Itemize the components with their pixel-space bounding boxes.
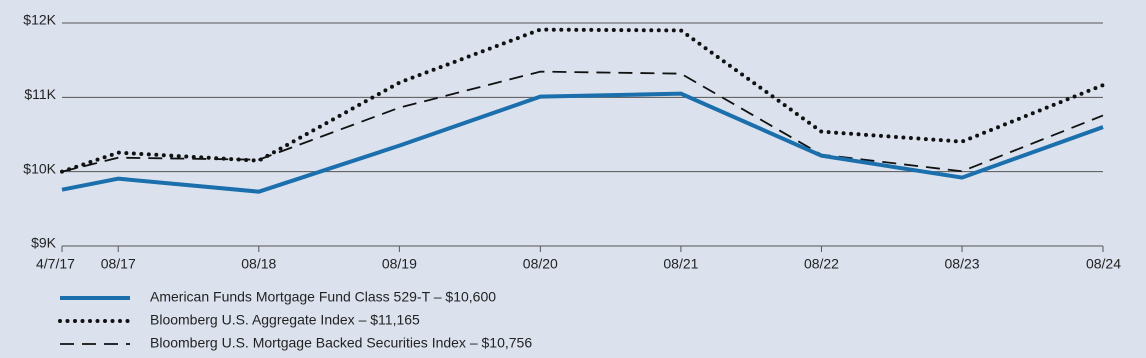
x-tick-label: 08/21: [663, 256, 698, 272]
x-tick-label: 08/24: [1086, 256, 1121, 272]
x-tick-label: 08/23: [945, 256, 980, 272]
legend-label: Bloomberg U.S. Mortgage Backed Securitie…: [150, 335, 532, 351]
x-tick-label: 08/22: [804, 256, 839, 272]
series-line: [61, 91, 1104, 194]
legend-label: American Funds Mortgage Fund Class 529-T…: [150, 289, 496, 305]
y-tick-label: $11K: [24, 86, 56, 102]
x-tick-label: 08/20: [523, 256, 558, 272]
x-tick-label: 08/19: [382, 256, 417, 272]
y-tick-label: $12K: [23, 12, 56, 28]
series-line: [60, 27, 1105, 174]
x-tick-label: 08/18: [241, 256, 276, 272]
y-tick-label: $10K: [23, 160, 56, 176]
legend-label: Bloomberg U.S. Aggregate Index – $11,165: [150, 312, 420, 328]
x-tick-label: 08/17: [101, 256, 136, 272]
series-line: [61, 70, 1104, 173]
y-tick-label: $9K: [31, 235, 57, 251]
x-tick-label: 4/7/17: [36, 256, 75, 272]
